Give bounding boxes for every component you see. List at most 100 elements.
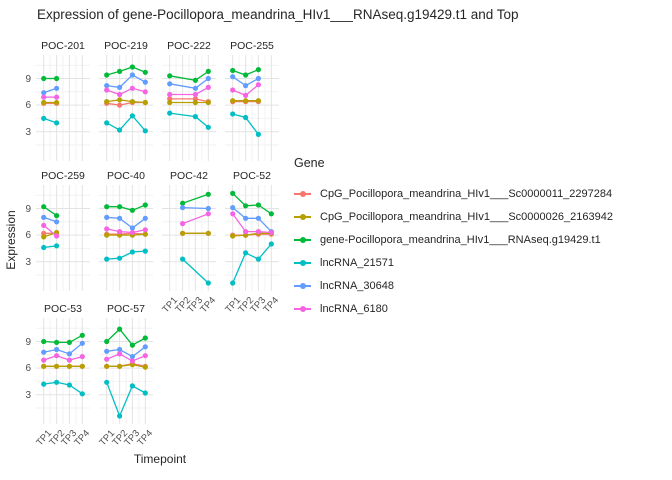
series-point-lncRNA_21571 [205, 280, 211, 286]
facet-POC-255: POC-255 [225, 39, 279, 161]
series-point-lncRNA_30648 [142, 79, 148, 85]
series-line-gene-Pocillopora_meandrina_HIv1___RNAseq.g19429.t1 [232, 192, 272, 215]
series-point-lncRNA_6180 [41, 357, 47, 363]
series-point-CpG_Pocillopora_meandrina_HIv1___Sc0000011_2297284 [167, 96, 173, 102]
series-point-CpG_Pocillopora_meandrina_HIv1___Sc0000026_2163942 [41, 99, 47, 106]
series-point-lncRNA_21571 [41, 244, 47, 251]
legend-item-4: lncRNA_30648 [294, 274, 669, 297]
facet-label-POC-222: POC-222 [167, 40, 211, 52]
series-point-gene-Pocillopora_meandrina_HIv1___RNAseq.g19429.t1 [180, 200, 186, 206]
series-point-lncRNA_30648 [192, 85, 198, 91]
series-line-lncRNA_6180 [106, 87, 146, 96]
series-point-lncRNA_6180 [255, 82, 261, 88]
series-point-lncRNA_21571 [230, 280, 236, 286]
series-point-CpG_Pocillopora_meandrina_HIv1___Sc0000026_2163942 [66, 363, 72, 369]
facet-label-POC-40: POC-40 [107, 170, 145, 182]
series-point-lncRNA_30648 [117, 346, 123, 353]
series-point-gene-Pocillopora_meandrina_HIv1___RNAseq.g19429.t1 [243, 203, 249, 209]
series-point-lncRNA_6180 [230, 211, 236, 217]
series-point-lncRNA_21571 [192, 114, 198, 120]
series-point-lncRNA_30648 [205, 205, 211, 212]
series-point-lncRNA_21571 [54, 243, 60, 249]
facet-label-POC-53: POC-53 [44, 303, 82, 315]
series-point-CpG_Pocillopora_meandrina_HIv1___Sc0000026_2163942 [104, 363, 110, 369]
facet-POC-201: POC-201 [36, 39, 90, 161]
facet-panel-POC-53 [36, 318, 90, 424]
facet-panel-POC-201 [36, 55, 90, 161]
series-point-CpG_Pocillopora_meandrina_HIv1___Sc0000026_2163942 [41, 363, 47, 369]
series-point-gene-Pocillopora_meandrina_HIv1___RNAseq.g19429.t1 [192, 77, 198, 83]
series-point-lncRNA_6180 [54, 353, 60, 359]
series-point-CpG_Pocillopora_meandrina_HIv1___Sc0000026_2163942 [167, 99, 173, 106]
series-point-lncRNA_30648 [117, 215, 123, 221]
series-point-CpG_Pocillopora_meandrina_HIv1___Sc0000026_2163942 [255, 98, 261, 104]
series-point-lncRNA_6180 [104, 356, 110, 362]
series-point-lncRNA_6180 [142, 227, 148, 233]
series-line-lncRNA_21571 [182, 258, 209, 284]
series-point-lncRNA_30648 [167, 81, 173, 87]
series-point-lncRNA_30648 [79, 340, 85, 346]
series-point-CpG_Pocillopora_meandrina_HIv1___Sc0000026_2163942 [142, 99, 148, 106]
series-point-gene-Pocillopora_meandrina_HIv1___RNAseq.g19429.t1 [142, 202, 148, 208]
series-point-gene-Pocillopora_meandrina_HIv1___RNAseq.g19429.t1 [205, 68, 211, 74]
series-point-CpG_Pocillopora_meandrina_HIv1___Sc0000026_2163942 [104, 99, 110, 105]
series-point-gene-Pocillopora_meandrina_HIv1___RNAseq.g19429.t1 [142, 69, 148, 75]
series-line-lncRNA_30648 [106, 346, 146, 358]
facet-label-POC-52: POC-52 [233, 170, 271, 182]
series-point-lncRNA_30648 [230, 74, 236, 80]
series-point-CpG_Pocillopora_meandrina_HIv1___Sc0000026_2163942 [104, 232, 110, 238]
series-point-lncRNA_21571 [129, 383, 135, 389]
legend-item-label: lncRNA_30648 [320, 279, 394, 292]
series-point-lncRNA_6180 [129, 358, 135, 364]
series-line-gene-Pocillopora_meandrina_HIv1___RNAseq.g19429.t1 [106, 204, 146, 211]
series-point-gene-Pocillopora_meandrina_HIv1___RNAseq.g19429.t1 [54, 339, 60, 345]
series-point-lncRNA_21571 [230, 111, 236, 117]
series-line-lncRNA_6180 [106, 353, 146, 362]
series-line-lncRNA_6180 [43, 224, 58, 237]
series-point-lncRNA_21571 [167, 110, 173, 116]
series-point-gene-Pocillopora_meandrina_HIv1___RNAseq.g19429.t1 [79, 332, 85, 338]
y-tick-label: 6 [25, 363, 31, 375]
series-point-lncRNA_30648 [54, 219, 60, 225]
series-point-lncRNA_30648 [243, 83, 249, 89]
series-point-lncRNA_21571 [243, 114, 249, 121]
legend-key-icon [294, 302, 311, 316]
legend-item-label: gene-Pocillopora_meandrina_HIv1___RNAseq… [320, 233, 601, 246]
series-point-lncRNA_21571 [243, 250, 249, 256]
series-point-lncRNA_6180 [167, 91, 173, 98]
series-point-lncRNA_21571 [129, 249, 135, 255]
series-point-lncRNA_6180 [79, 354, 85, 360]
series-line-lncRNA_21571 [106, 114, 146, 132]
series-point-lncRNA_6180 [54, 233, 60, 239]
facet-label-POC-201: POC-201 [41, 40, 85, 52]
legend-key-icon [294, 187, 311, 201]
series-point-lncRNA_30648 [104, 348, 110, 354]
series-point-lncRNA_21571 [104, 120, 110, 126]
series-point-lncRNA_30648 [41, 90, 47, 96]
series-point-lncRNA_21571 [180, 256, 186, 262]
series-point-gene-Pocillopora_meandrina_HIv1___RNAseq.g19429.t1 [117, 204, 123, 210]
y-tick-label: 6 [25, 100, 31, 112]
series-point-lncRNA_21571 [268, 241, 274, 247]
series-point-lncRNA_21571 [142, 390, 148, 396]
series-line-lncRNA_21571 [106, 250, 146, 260]
series-point-lncRNA_21571 [104, 256, 110, 262]
y-tick-label: 9 [25, 73, 31, 85]
y-tick-label: 3 [25, 126, 31, 138]
series-line-CpG_Pocillopora_meandrina_HIv1___Sc0000026_2163942 [106, 99, 146, 104]
series-point-lncRNA_21571 [117, 255, 123, 261]
series-point-lncRNA_30648 [255, 75, 261, 82]
series-point-gene-Pocillopora_meandrina_HIv1___RNAseq.g19429.t1 [205, 191, 211, 197]
series-point-lncRNA_30648 [41, 349, 47, 355]
series-point-CpG_Pocillopora_meandrina_HIv1___Sc0000026_2163942 [192, 99, 198, 106]
series-point-CpG_Pocillopora_meandrina_HIv1___Sc0000011_2297284 [192, 96, 198, 102]
legend-item-label: CpG_Pocillopora_meandrina_HIv1___Sc00000… [320, 210, 613, 223]
series-point-CpG_Pocillopora_meandrina_HIv1___Sc0000026_2163942 [41, 234, 47, 240]
series-point-lncRNA_30648 [129, 72, 135, 78]
facet-POC-40: POC-40 [99, 169, 153, 291]
legend-item-label: CpG_Pocillopora_meandrina_HIv1___Sc00000… [320, 187, 613, 200]
series-point-gene-Pocillopora_meandrina_HIv1___RNAseq.g19429.t1 [104, 72, 110, 78]
series-point-lncRNA_6180 [117, 229, 123, 235]
series-point-CpG_Pocillopora_meandrina_HIv1___Sc0000026_2163942 [117, 363, 123, 369]
legend-item-5: lncRNA_6180 [294, 297, 669, 320]
